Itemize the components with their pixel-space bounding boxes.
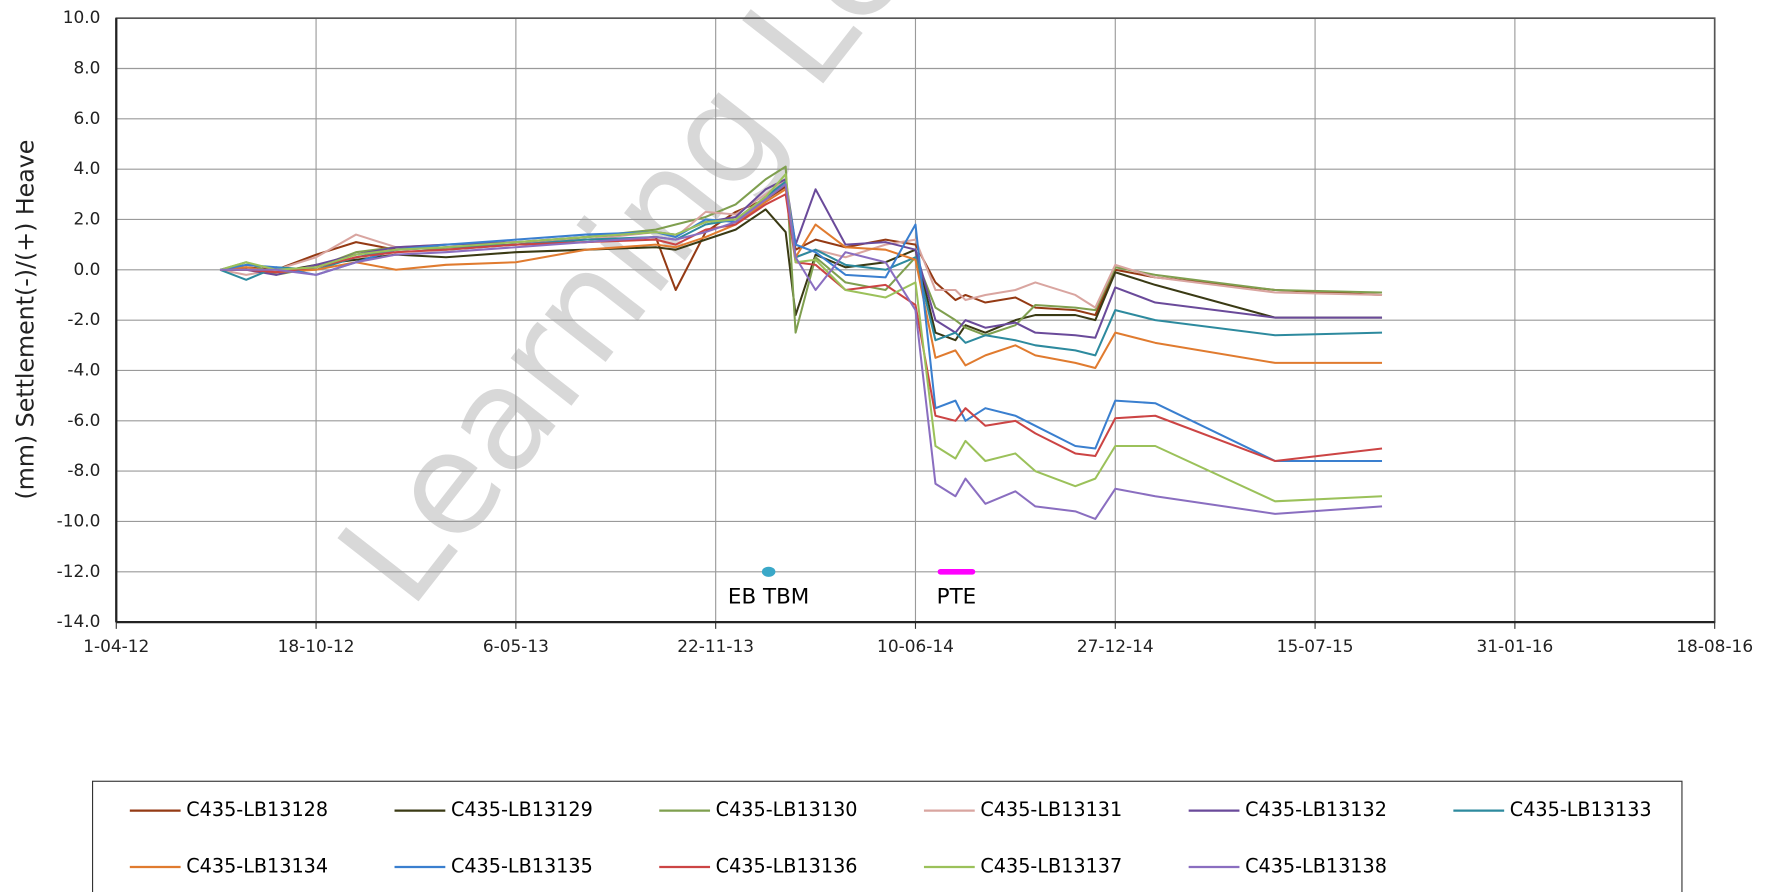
x-tick-label: 15-07-15 — [1277, 636, 1354, 656]
y-tick-label: -14.0 — [57, 611, 101, 631]
legend-label: C435-LB13134 — [186, 855, 328, 878]
legend-label: C435-LB13130 — [716, 798, 858, 821]
series-line — [220, 193, 1383, 463]
x-tick-label: 18-08-16 — [1676, 636, 1753, 656]
x-tick-label: 10-06-14 — [877, 636, 954, 656]
annotation-label: PTE — [937, 585, 977, 610]
legend-label: C435-LB13132 — [1245, 798, 1387, 821]
legend-label: C435-LB13135 — [451, 855, 593, 878]
x-tick-label: 27-12-14 — [1077, 636, 1154, 656]
series-line — [220, 183, 1383, 520]
y-tick-label: -4.0 — [67, 359, 100, 379]
x-tick-label: 31-01-16 — [1476, 636, 1553, 656]
legend-label: C435-LB13138 — [1245, 855, 1387, 878]
legend-label: C435-LB13128 — [186, 798, 328, 821]
y-tick-label: -6.0 — [67, 410, 100, 430]
y-axis-label: (mm) Settlement(-)/(+) Heave — [12, 140, 40, 500]
legend-label: C435-LB13129 — [451, 798, 593, 821]
y-tick-label: 8.0 — [74, 58, 101, 78]
y-tick-label: 10.0 — [63, 7, 101, 27]
annotation-label: EB TBM — [728, 585, 809, 610]
legend-label: C435-LB13133 — [1510, 798, 1652, 821]
watermark: Learning Le — [308, 0, 942, 633]
legend-box — [91, 780, 1683, 892]
legend-label: C435-LB13137 — [980, 855, 1122, 878]
y-tick-label: -12.0 — [57, 561, 101, 581]
x-tick-label: 6-05-13 — [483, 636, 549, 656]
y-tick-label: -2.0 — [67, 309, 100, 329]
series-line — [219, 178, 1383, 309]
x-tick-label: 18-10-12 — [278, 636, 355, 656]
series-line — [220, 178, 1383, 339]
y-tick-label: 0.0 — [74, 259, 101, 279]
legend-label: C435-LB13136 — [716, 855, 858, 878]
y-tick-label: 2.0 — [74, 208, 101, 228]
y-tick-label: 4.0 — [74, 158, 101, 178]
annotation-marker — [761, 566, 776, 577]
series-line — [219, 173, 1383, 503]
y-tick-label: -10.0 — [57, 510, 101, 530]
legend-label: C435-LB13131 — [980, 798, 1122, 821]
series-line — [220, 188, 1383, 370]
y-tick-label: -8.0 — [67, 460, 100, 480]
y-tick-label: 6.0 — [74, 108, 101, 128]
x-tick-label: 1-04-12 — [83, 636, 149, 656]
x-tick-label: 22-11-13 — [677, 636, 754, 656]
